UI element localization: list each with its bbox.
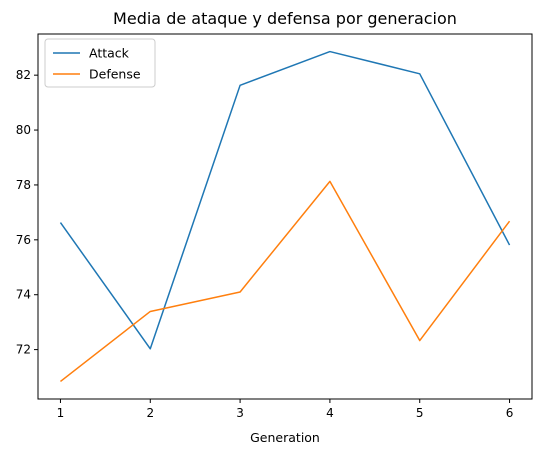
y-tick-label: 82 (16, 68, 31, 82)
plot-area-frame (37, 33, 533, 400)
x-axis: 1 2 3 4 5 6 (57, 399, 514, 420)
y-tick-label: 74 (16, 288, 31, 302)
series-line-attack (59, 50, 511, 350)
series-lines (59, 50, 511, 383)
x-axis-label: Generation (250, 430, 320, 445)
y-tick-label: 72 (16, 343, 31, 357)
y-axis: 72 74 76 78 80 82 (16, 68, 38, 357)
chart-title: Media de ataque y defensa por generacion (113, 9, 457, 28)
y-tick-label: 78 (16, 178, 31, 192)
legend-label-attack: Attack (89, 46, 130, 61)
y-tick-label: 80 (16, 123, 31, 137)
legend-label-defense: Defense (89, 67, 141, 82)
legend-box (44, 38, 156, 88)
x-tick-label: 2 (146, 406, 154, 420)
legend: Attack Defense (44, 38, 156, 88)
x-tick-label: 5 (416, 406, 424, 420)
x-tick-label: 1 (57, 406, 65, 420)
series-line-defense (59, 180, 511, 383)
x-tick-label: 6 (506, 406, 514, 420)
x-tick-label: 4 (326, 406, 334, 420)
x-tick-label: 3 (236, 406, 244, 420)
y-tick-label: 76 (16, 233, 31, 247)
